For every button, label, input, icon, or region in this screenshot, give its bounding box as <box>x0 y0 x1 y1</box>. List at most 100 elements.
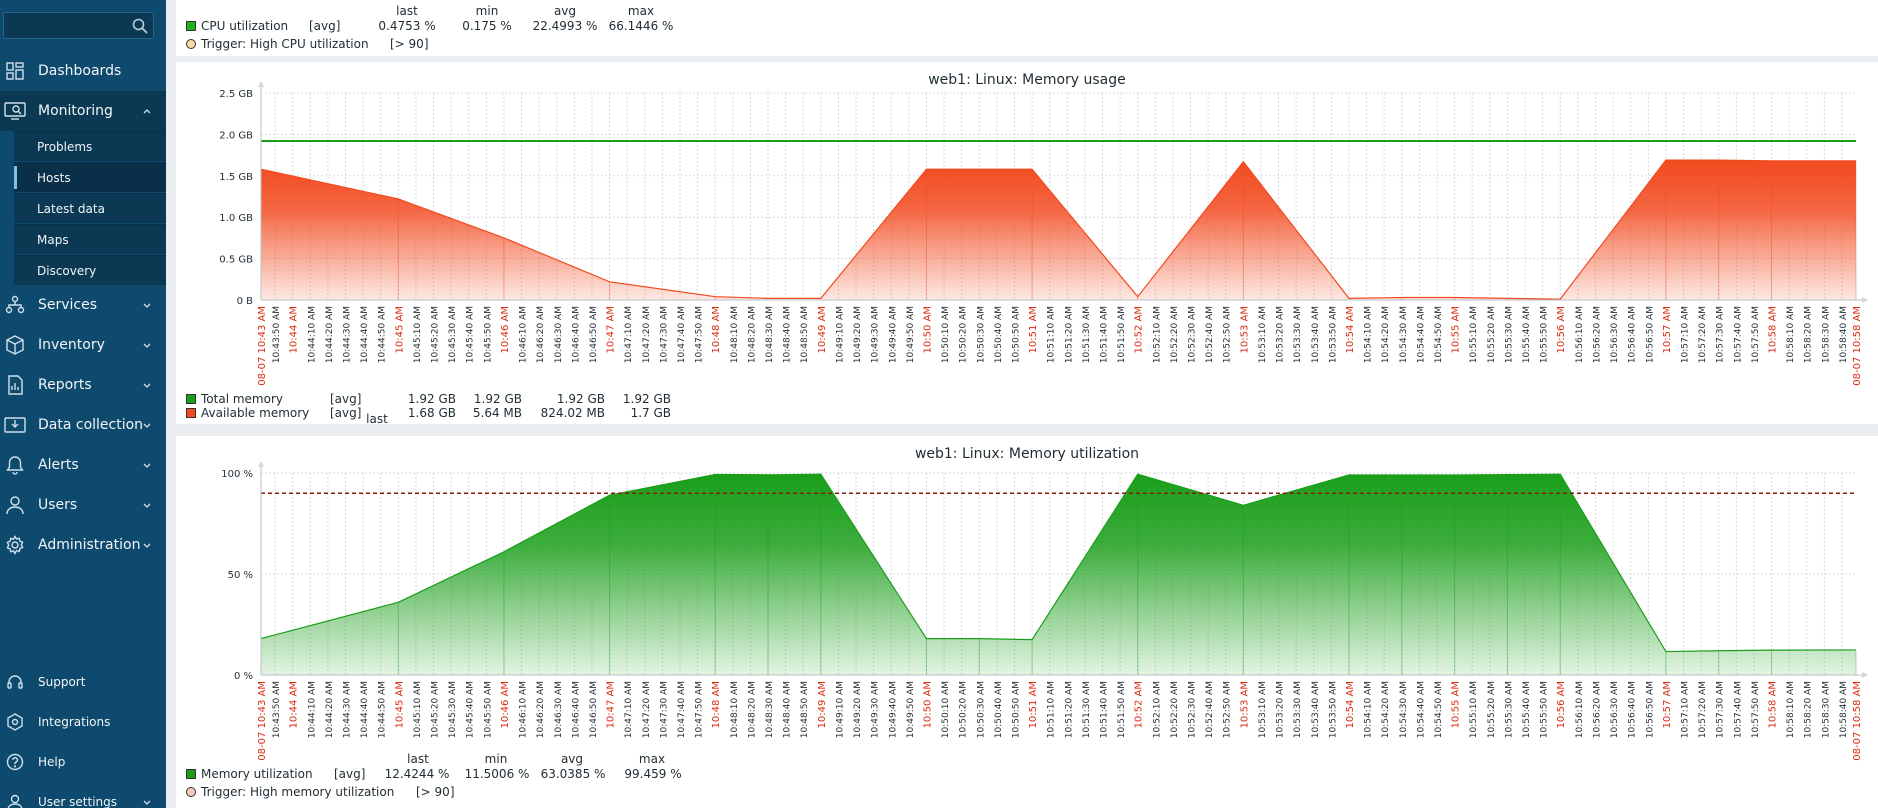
legend-min: 0.175 % <box>462 19 512 33</box>
y-tick-label: 1.0 GB <box>219 213 253 224</box>
x-tick-label: 10:49:10 AM <box>835 306 845 363</box>
nav-dashboards[interactable]: Dashboards <box>0 51 166 91</box>
x-tick-label: 10:52:10 AM <box>1152 306 1162 363</box>
chevron-down-icon <box>143 503 151 508</box>
x-tick-label: 10:50 AM <box>922 681 933 728</box>
x-tick-label: 10:46:30 AM <box>554 681 564 738</box>
x-tick-label: 10:44 AM <box>289 681 300 728</box>
nav-inventory-label: Inventory <box>38 337 105 353</box>
x-tick-label: 10:47:20 AM <box>642 306 652 363</box>
x-tick-label: 10:45:10 AM <box>413 681 423 738</box>
x-axis-arrow <box>1862 297 1868 303</box>
x-tick-label: 10:45:40 AM <box>466 306 476 363</box>
nav-alerts-label: Alerts <box>38 457 79 473</box>
legend-name: Available memory <box>201 406 310 420</box>
nav-help[interactable]: Help <box>0 742 166 782</box>
nav-data-collection[interactable]: Data collection <box>0 405 166 445</box>
x-tick-label: 10:58:40 AM <box>1839 681 1849 738</box>
x-tick-label: 10:56:30 AM <box>1610 306 1620 363</box>
x-tick-label: 10:56 AM <box>1556 306 1567 353</box>
legend-last: 12.4244 % <box>384 767 450 781</box>
nav-support-label: Support <box>38 675 86 689</box>
x-tick-label: 10:50:30 AM <box>976 681 986 738</box>
legend-avg: 824.02 MB <box>540 406 605 420</box>
x-tick-label: 10:53:50 AM <box>1328 306 1338 363</box>
x-tick-label: 10:55:30 AM <box>1504 681 1514 738</box>
x-tick-label: 10:47:50 AM <box>695 306 705 363</box>
x-tick-label: 10:44:20 AM <box>325 681 335 738</box>
legend-func: [avg] <box>334 767 366 781</box>
x-tick-label: 10:53:40 AM <box>1311 306 1321 363</box>
x-tick-label: 10:48 AM <box>711 681 722 728</box>
x-tick-label: 10:46:10 AM <box>519 306 529 363</box>
search-input[interactable] <box>3 12 154 39</box>
sub-item-discovery[interactable]: Discovery <box>14 255 166 285</box>
x-tick-label: 10:56:30 AM <box>1610 681 1620 738</box>
sub-item-latest-data[interactable]: Latest data <box>14 193 166 223</box>
data-collection-icon <box>3 413 27 437</box>
x-tick-label: 10:54:10 AM <box>1364 681 1374 738</box>
nav-inventory[interactable]: Inventory <box>0 325 166 365</box>
x-tick-label: 10:46:50 AM <box>589 681 599 738</box>
chevron-down-icon <box>143 343 151 348</box>
nav-integrations[interactable]: Integrations <box>0 702 166 742</box>
x-tick-label: 10:55:20 AM <box>1487 306 1497 363</box>
x-tick-label: 10:51:50 AM <box>1117 306 1127 363</box>
x-tick-label: 10:54:40 AM <box>1416 681 1426 738</box>
search-icon[interactable] <box>131 17 149 35</box>
graph-title: web1: Linux: Memory utilization <box>914 446 1140 462</box>
x-tick-label: 10:57:50 AM <box>1751 306 1761 363</box>
x-tick-label: 10:56:40 AM <box>1628 681 1638 738</box>
nav-reports-label: Reports <box>38 377 92 393</box>
nav-alerts[interactable]: Alerts <box>0 445 166 485</box>
sub-item-maps[interactable]: Maps <box>14 224 166 254</box>
y-tick-label: 100 % <box>221 469 253 480</box>
sub-item-problems[interactable]: Problems <box>14 131 166 161</box>
x-tick-label: 10:54:20 AM <box>1381 681 1391 738</box>
x-tick-label: 10:46 AM <box>500 306 511 353</box>
x-tick-label: 10:47 AM <box>606 306 617 353</box>
x-tick-label: 10:52:40 AM <box>1205 306 1215 363</box>
x-tick-label: 10:48:10 AM <box>730 681 740 738</box>
x-tick-label: 10:48:20 AM <box>747 306 757 363</box>
x-tick-label: 10:44:10 AM <box>307 306 317 363</box>
series-area <box>261 160 1856 300</box>
nav-users[interactable]: Users <box>0 485 166 525</box>
x-tick-label: 10:56 AM <box>1556 681 1567 728</box>
x-tick-label: 10:47:10 AM <box>624 681 634 738</box>
x-tick-label: 10:55:10 AM <box>1469 306 1479 363</box>
legend-header-avg: avg <box>560 752 584 766</box>
x-tick-label: 10:45:20 AM <box>431 681 441 738</box>
nav-services[interactable]: Services <box>0 285 166 325</box>
x-tick-label: 10:48:20 AM <box>747 681 757 738</box>
x-end-label: 08-07 10:58 AM <box>1852 306 1863 386</box>
y-tick-label: 1.5 GB <box>219 172 253 183</box>
x-start-label: 08-07 10:43 AM <box>257 306 268 386</box>
nav-user-settings[interactable]: User settings <box>0 782 166 808</box>
x-tick-label: 10:56:50 AM <box>1645 306 1655 363</box>
x-tick-label: 10:46:20 AM <box>536 681 546 738</box>
x-tick-label: 10:54:50 AM <box>1434 306 1444 363</box>
memory-usage-chart: 10:43:50 AM 10:44 AM 10:44:10 AM 10:44:20 A… <box>219 81 1868 386</box>
x-tick-label: 10:54 AM <box>1345 681 1356 728</box>
nav-monitoring[interactable]: Monitoring <box>0 91 166 131</box>
x-tick-label: 10:50:50 AM <box>1011 306 1021 363</box>
legend-header-min: min <box>484 752 508 766</box>
nav-reports[interactable]: Reports <box>0 365 166 405</box>
x-tick-label: 10:57:10 AM <box>1680 306 1690 363</box>
nav-administration[interactable]: Administration <box>0 525 166 565</box>
x-tick-label: 10:51:30 AM <box>1082 306 1092 363</box>
x-tick-label: 10:48:50 AM <box>800 306 810 363</box>
x-tick-label: 10:50:30 AM <box>976 306 986 363</box>
x-tick-label: 10:57:40 AM <box>1733 681 1743 738</box>
legend-min: 1.92 GB <box>473 392 522 406</box>
x-tick-label: 10:58:20 AM <box>1804 306 1814 363</box>
sub-item-hosts[interactable]: Hosts <box>14 162 166 192</box>
nav-services-label: Services <box>38 297 98 313</box>
nav-administration-label: Administration <box>38 537 141 553</box>
x-tick-label: 10:52:10 AM <box>1152 681 1162 738</box>
legend-max: 99.459 % <box>624 767 682 781</box>
nav-users-label: Users <box>38 497 78 513</box>
nav-support[interactable]: Support <box>0 662 166 702</box>
x-tick-label: 10:45:30 AM <box>448 681 458 738</box>
